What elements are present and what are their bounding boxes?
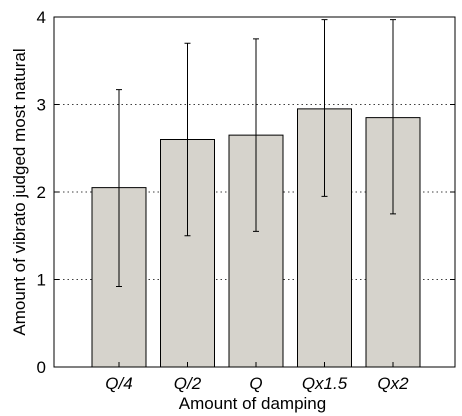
y-tick-label: 1	[37, 271, 46, 290]
x-tick-labels: Q/4 Q/2 Q Qx1.5 Qx2	[105, 362, 409, 393]
x-tick-label: Qx1.5	[302, 374, 348, 393]
error-bars	[116, 19, 396, 287]
x-axis-title: Amount of damping	[179, 394, 326, 413]
y-ticks: 0 1 2 3 4	[37, 8, 455, 377]
y-tick-label: 2	[37, 183, 46, 202]
y-axis-title: Amount of vibrato judged most natural	[10, 48, 29, 335]
x-tick-label: Q	[249, 374, 262, 393]
y-tick-label: 3	[37, 96, 46, 115]
y-tick-label: 4	[37, 8, 46, 27]
y-tick-label: 0	[37, 358, 46, 377]
x-tick-label: Q/2	[174, 374, 202, 393]
x-tick-label: Qx2	[377, 374, 409, 393]
x-tick-label: Q/4	[105, 374, 132, 393]
